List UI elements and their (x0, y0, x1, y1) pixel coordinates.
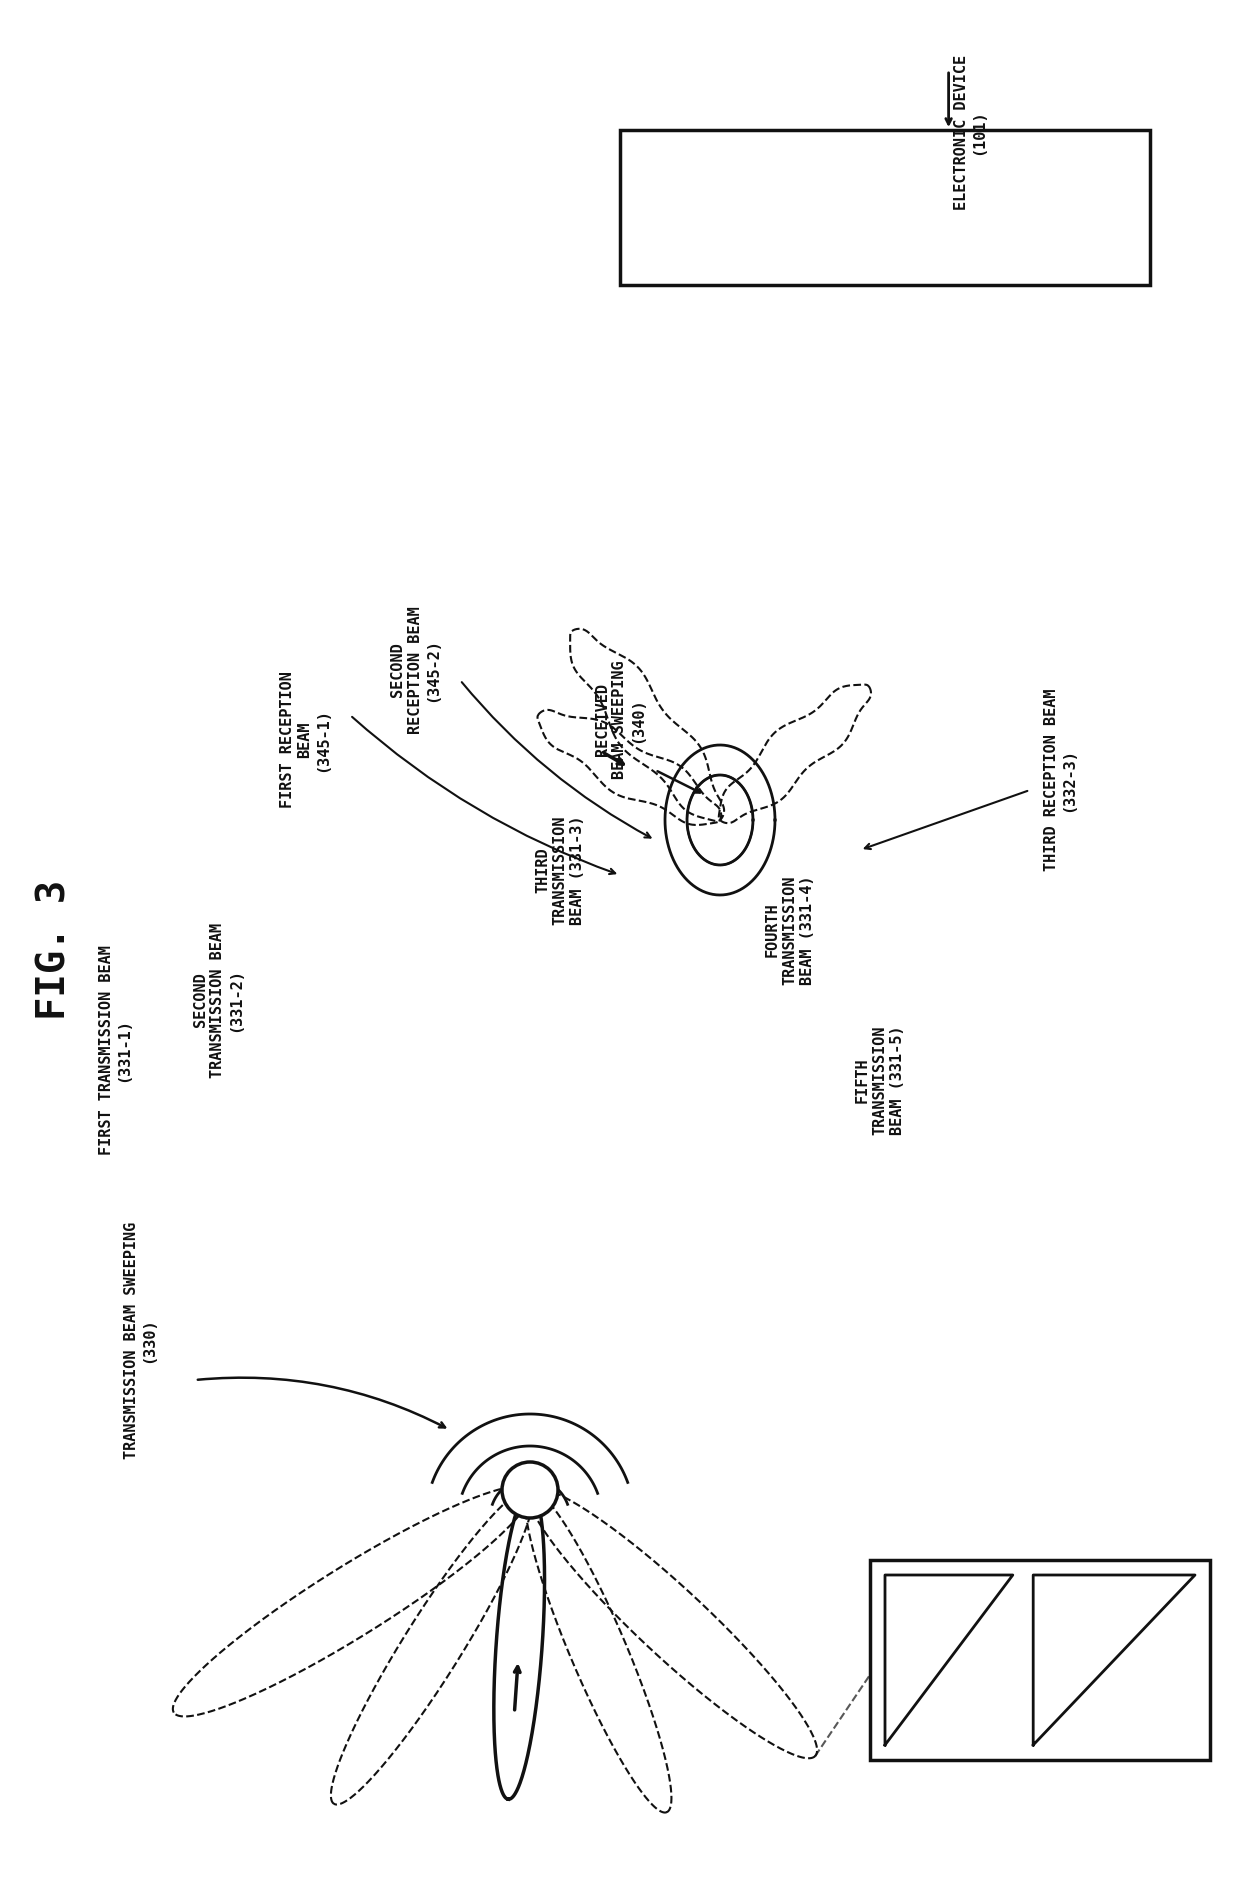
Text: FIFTH
TRANSMISSION
BEAM (331-5): FIFTH TRANSMISSION BEAM (331-5) (856, 1025, 905, 1134)
Text: RECEIVED
BEAM SWEEPING
(340): RECEIVED BEAM SWEEPING (340) (595, 661, 645, 779)
Text: THIRD
TRANSMISSION
BEAM (331-3): THIRD TRANSMISSION BEAM (331-3) (536, 815, 585, 924)
Bar (620, 130, 1149, 285)
Text: SECOND
TRANSMISSION BEAM
(331-2): SECOND TRANSMISSION BEAM (331-2) (193, 922, 243, 1078)
Text: ELECTRONIC DEVICE
(101): ELECTRONIC DEVICE (101) (954, 54, 986, 210)
Text: FOURTH
TRANSMISSION
BEAM (331-4): FOURTH TRANSMISSION BEAM (331-4) (765, 875, 815, 984)
Text: FIRST TRANSMISSION BEAM
(331-1): FIRST TRANSMISSION BEAM (331-1) (99, 945, 131, 1155)
Bar (870, 1561, 1210, 1760)
Text: FIG. 3: FIG. 3 (36, 881, 74, 1020)
Text: FIRST RECEPTION
BEAM
(345-1): FIRST RECEPTION BEAM (345-1) (280, 672, 330, 808)
Text: TRANSMISSION BEAM SWEEPING
(330): TRANSMISSION BEAM SWEEPING (330) (124, 1221, 156, 1459)
Text: THIRD RECEPTION BEAM
(332-3): THIRD RECEPTION BEAM (332-3) (1044, 689, 1076, 871)
Text: SECOND
RECEPTION BEAM
(345-2): SECOND RECEPTION BEAM (345-2) (391, 607, 440, 734)
Circle shape (502, 1461, 558, 1517)
